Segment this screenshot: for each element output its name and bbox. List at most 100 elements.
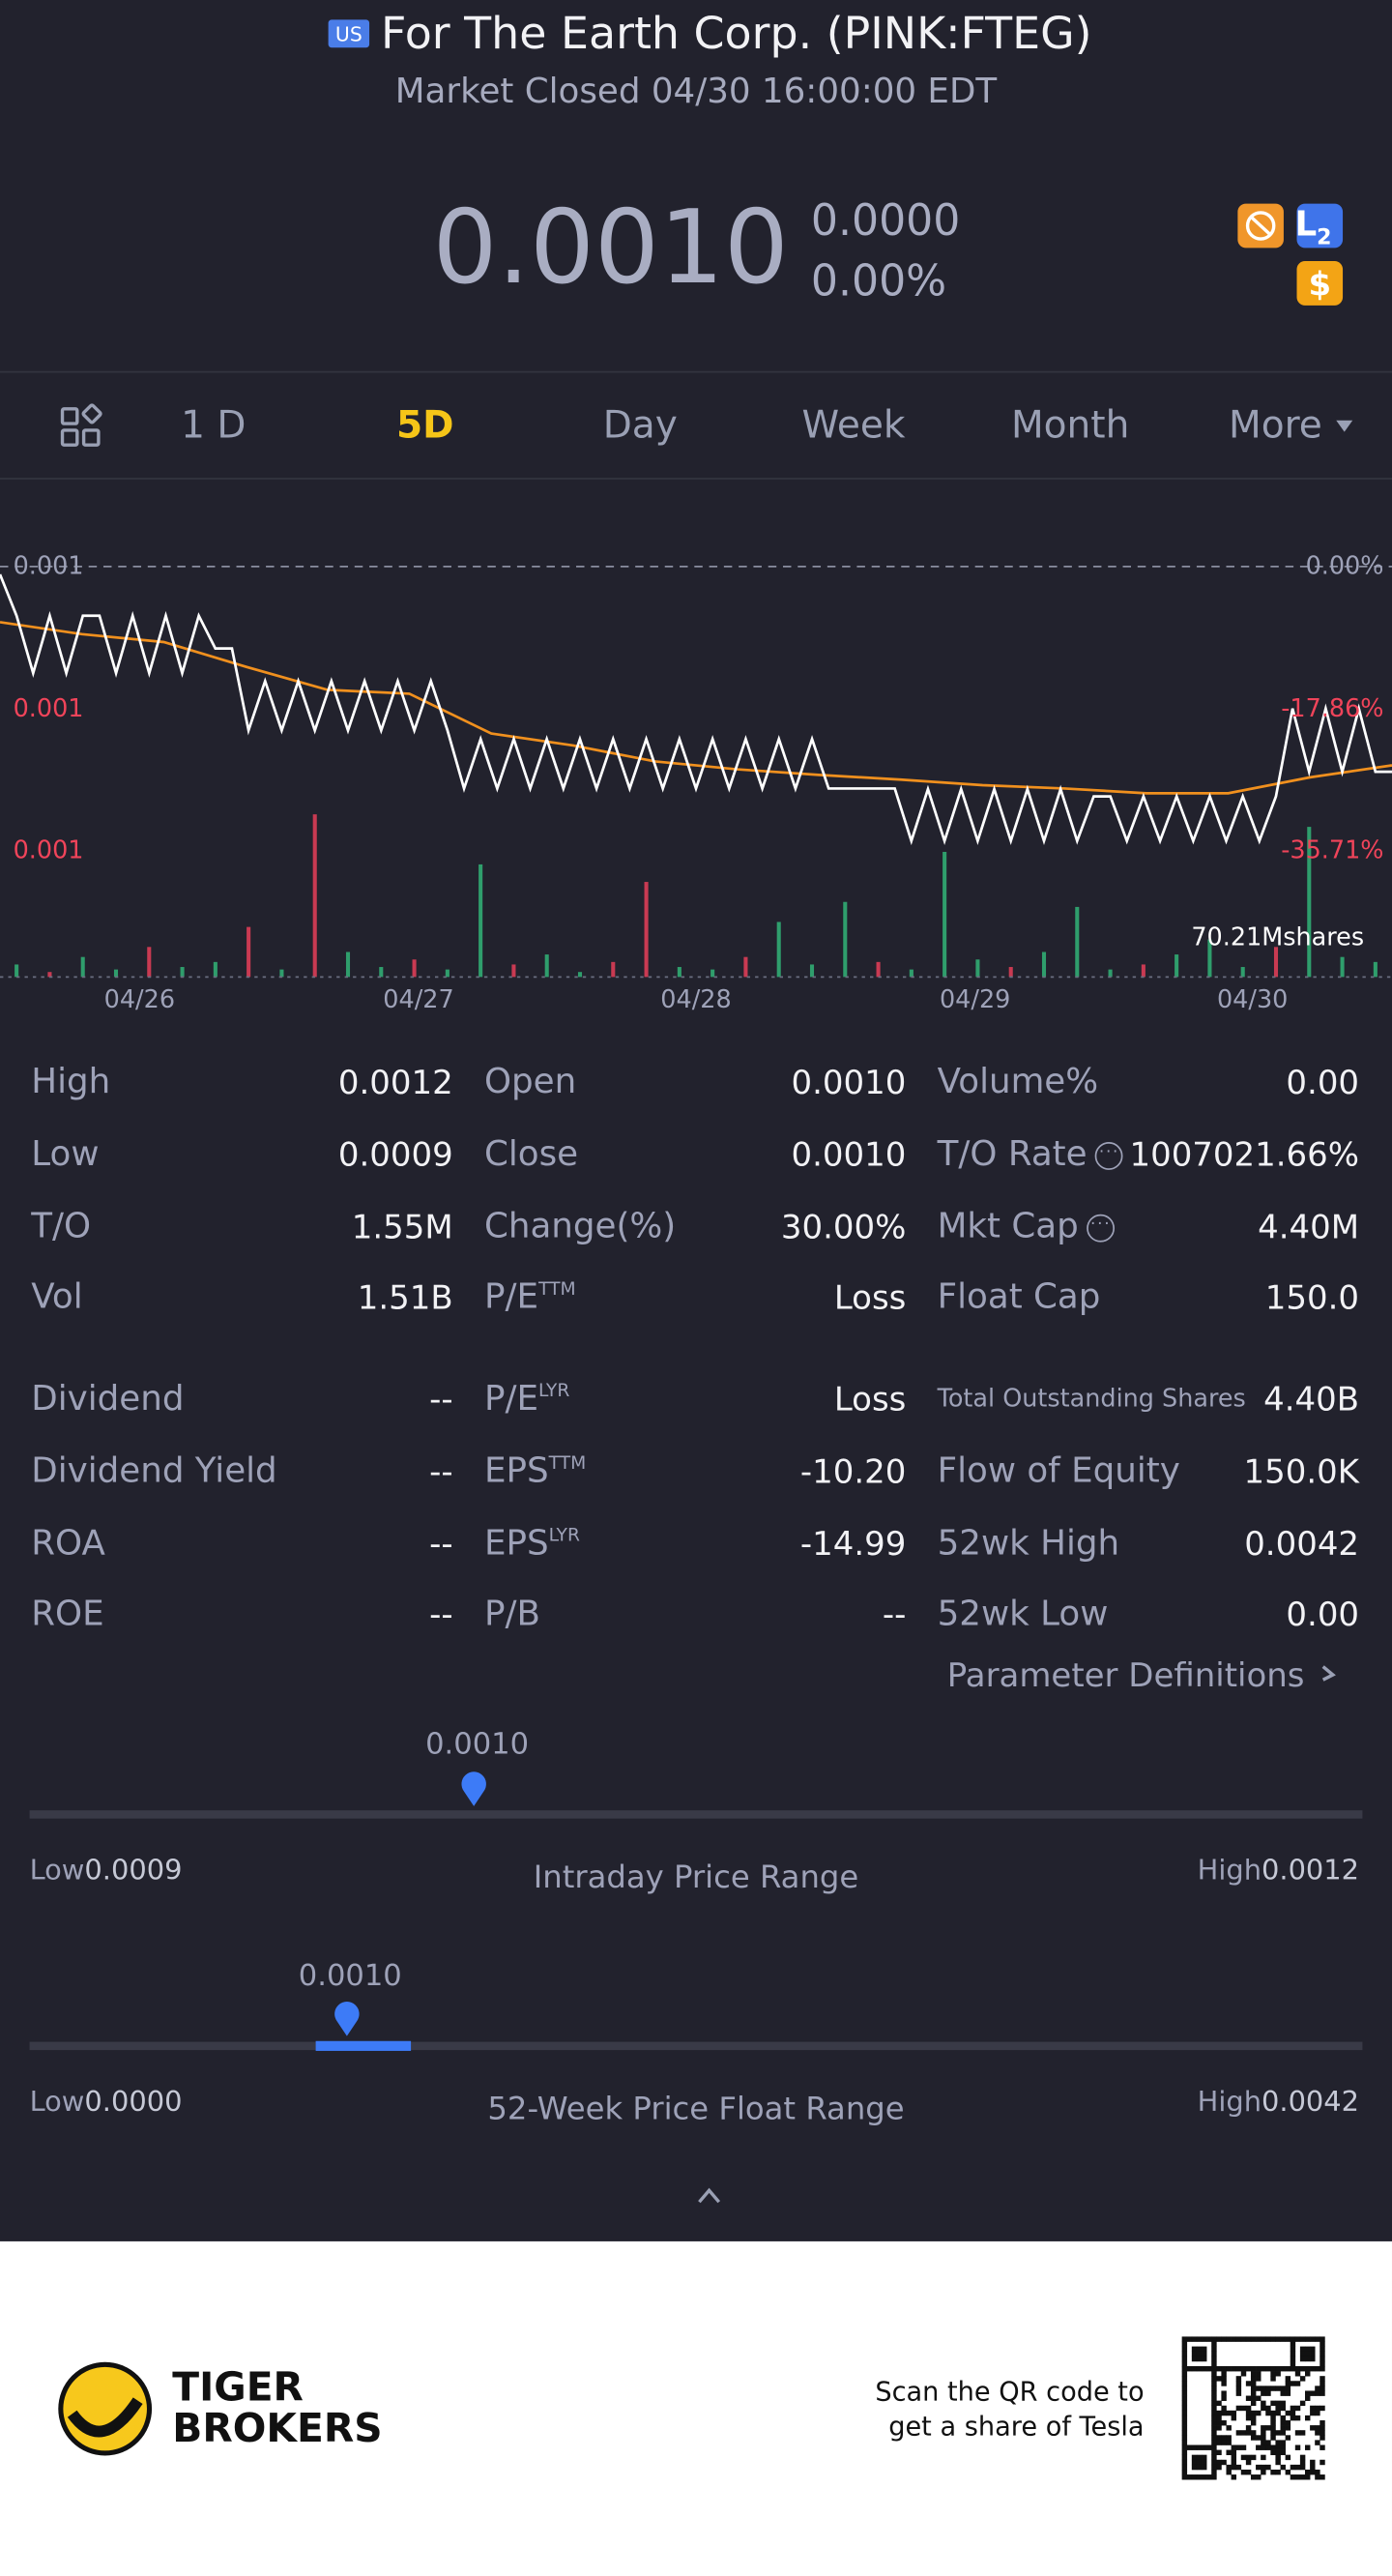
qr-module <box>1216 2440 1222 2445</box>
qr-module <box>1320 2390 1325 2396</box>
price: 0.0010 <box>432 187 789 307</box>
qr-module <box>1181 2474 1188 2480</box>
qr-module <box>1290 2341 1296 2347</box>
qr-module <box>1250 2395 1257 2401</box>
tab[interactable]: Month <box>1010 404 1130 448</box>
volume-bar <box>180 967 185 978</box>
qr-module <box>1315 2336 1320 2342</box>
qr-module <box>1294 2371 1301 2377</box>
qr-module <box>1181 2430 1188 2436</box>
qr-module <box>1211 2405 1217 2412</box>
qr-module <box>1181 2390 1188 2396</box>
market-status: Market Closed 04/30 16:00:00 EDT <box>394 71 998 111</box>
qr-module <box>1191 2454 1198 2461</box>
range-title: Intraday Price Range <box>533 1859 859 1896</box>
qr-module <box>1299 2400 1306 2407</box>
volume-bar <box>975 959 980 978</box>
stat-value: 0.00 <box>1286 1594 1360 1634</box>
average-line <box>0 621 1392 795</box>
qr-module <box>1231 2449 1237 2456</box>
qr-module <box>1280 2405 1286 2412</box>
stat-value: 1.51B <box>357 1277 453 1317</box>
range-high: 0.0012 <box>1262 1855 1360 1888</box>
tab[interactable]: More <box>1229 404 1322 448</box>
stat-label: Vol <box>31 1276 83 1317</box>
qr-module <box>1261 2390 1266 2396</box>
tab[interactable]: Day <box>602 404 678 448</box>
qr-module <box>1181 2360 1188 2367</box>
qr-module <box>1299 2365 1306 2372</box>
qr-module <box>1196 2464 1203 2471</box>
qr-module <box>1245 2469 1252 2475</box>
stat-value: -- <box>429 1523 453 1564</box>
qr-module <box>1226 2336 1232 2342</box>
range-high-label: High <box>1197 1855 1262 1888</box>
qr-module <box>1261 2430 1266 2436</box>
collapse-chevron[interactable] <box>698 2187 721 2204</box>
qr-module <box>1235 2336 1242 2342</box>
qr-module <box>1250 2420 1257 2426</box>
parameter-link[interactable]: Parameter Definitions <box>946 1654 1305 1695</box>
volume-bar <box>279 969 284 978</box>
qr-module <box>1285 2420 1291 2426</box>
stat-value: -- <box>882 1594 907 1634</box>
qr-module <box>1211 2351 1217 2357</box>
stat-label: EPSLYR <box>483 1522 580 1563</box>
stat-label: P/B <box>483 1594 540 1633</box>
volume-bar <box>876 961 881 978</box>
qr-module <box>1304 2390 1311 2396</box>
stat-label: Total Outstanding Shares <box>937 1383 1246 1414</box>
qr-module <box>1226 2410 1232 2416</box>
qr-module <box>1245 2405 1252 2412</box>
qr-module <box>1181 2449 1188 2456</box>
price-change-percent: 0.00% <box>810 257 947 307</box>
qr-module <box>1181 2440 1188 2445</box>
qr-module <box>1285 2336 1291 2342</box>
qr-module <box>1280 2365 1286 2372</box>
qr-module <box>1226 2464 1232 2471</box>
qr-module <box>1290 2360 1296 2367</box>
x-tick-label: 04/29 <box>939 984 1011 1014</box>
qr-module <box>1294 2444 1301 2450</box>
tab[interactable]: 5D <box>396 404 454 448</box>
qr-module <box>1285 2386 1291 2391</box>
volume-bar <box>1041 951 1047 978</box>
tab[interactable]: 1 D <box>181 404 246 448</box>
volume-bar <box>312 814 317 978</box>
info-icon[interactable]: ··· <box>1087 1213 1116 1242</box>
qr-module <box>1216 2336 1222 2342</box>
qr-code <box>1181 2336 1325 2480</box>
qr-module <box>1315 2430 1320 2436</box>
chart <box>0 565 1392 979</box>
range-current: 0.0010 <box>425 1727 530 1763</box>
stat-label: Close <box>483 1133 579 1174</box>
qr-module <box>1285 2381 1291 2386</box>
qr-module <box>1285 2376 1291 2382</box>
qr-module <box>1196 2351 1203 2357</box>
qr-module <box>1240 2336 1247 2342</box>
qr-module <box>1256 2474 1262 2480</box>
qr-module <box>1270 2469 1276 2475</box>
qr-module <box>1181 2469 1188 2475</box>
qr-module <box>1261 2454 1266 2461</box>
qr-module <box>1181 2444 1188 2450</box>
volume-bar <box>1174 954 1179 978</box>
qr-module <box>1240 2371 1247 2377</box>
qr-module <box>1285 2425 1291 2431</box>
info-icon[interactable]: ··· <box>1095 1141 1123 1170</box>
stat-label: P/ETTM <box>483 1276 576 1317</box>
range-low: Low0.0009 <box>30 1858 183 1886</box>
qr-module <box>1315 2469 1320 2475</box>
qr-module <box>1261 2386 1266 2391</box>
qr-module <box>1202 2351 1207 2357</box>
qr-module <box>1299 2351 1306 2357</box>
qr-module <box>1181 2395 1188 2401</box>
tab[interactable]: Week <box>801 404 906 448</box>
volume-bar <box>710 969 715 978</box>
qr-module <box>1299 2376 1306 2382</box>
qr-module <box>1310 2336 1316 2342</box>
qr-module <box>1294 2430 1301 2436</box>
volume-bar <box>1240 967 1245 978</box>
volume-bar <box>1307 827 1312 978</box>
layout-icon[interactable] <box>60 403 102 447</box>
